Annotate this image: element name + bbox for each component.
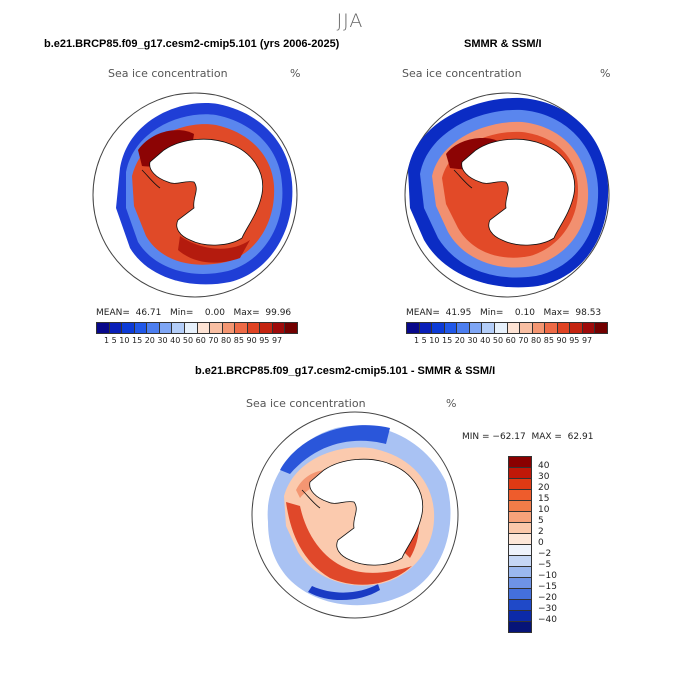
colorbar-swatch [509, 457, 531, 468]
left-map [92, 92, 298, 298]
left-panel-title: b.e21.BRCP85.f09_g17.cesm2-cmip5.101 (yr… [44, 38, 340, 50]
colorbar-tick-label: 30 [538, 472, 550, 482]
colorbar-swatch [109, 323, 123, 333]
colorbar-swatch [457, 323, 470, 333]
colorbar-tick-label: −5 [538, 560, 552, 570]
left-colorbar [96, 322, 298, 334]
colorbar-swatch [509, 545, 531, 556]
left-stats: MEAN= 46.71 Min= 0.00 Max= 99.96 [96, 308, 292, 318]
bottom-unit-label: % [446, 397, 457, 410]
colorbar-swatch [197, 323, 211, 333]
colorbar-swatch [509, 578, 531, 589]
right-variable-label: Sea ice concentration [402, 67, 522, 80]
colorbar-tick-label: 5 [538, 516, 544, 526]
colorbar-swatch [134, 323, 148, 333]
colorbar-tick-label: 15 [538, 494, 550, 504]
colorbar-swatch [210, 323, 223, 333]
colorbar-swatch [595, 323, 607, 333]
bottom-minmax: MIN = −62.17 MAX = 62.91 [462, 432, 594, 442]
colorbar-swatch [122, 323, 135, 333]
colorbar-swatch [509, 468, 531, 479]
colorbar-swatch [222, 323, 236, 333]
colorbar-swatch [520, 323, 533, 333]
colorbar-swatch [509, 512, 531, 523]
colorbar-swatch [444, 323, 458, 333]
colorbar-swatch [507, 323, 521, 333]
colorbar-tick-label: 20 [538, 483, 550, 493]
colorbar-swatch [407, 323, 420, 333]
difference-map [251, 411, 459, 619]
colorbar-swatch [509, 501, 531, 512]
colorbar-tick-label: −10 [538, 571, 557, 581]
colorbar-swatch [260, 323, 273, 333]
colorbar-swatch [184, 323, 198, 333]
colorbar-tick-label: −2 [538, 549, 552, 559]
difference-colorbar-labels: 40 30 20 15 10 5 2 0 −2 −5 −10 −15 −20 −30 −40 [538, 461, 557, 626]
colorbar-swatch [494, 323, 508, 333]
colorbar-swatch [509, 534, 531, 545]
colorbar-swatch [509, 622, 531, 632]
colorbar-tick-label: 0 [538, 538, 544, 548]
colorbar-swatch [509, 589, 531, 600]
right-colorbar [406, 322, 608, 334]
colorbar-swatch [509, 611, 531, 622]
colorbar-swatch [582, 323, 596, 333]
colorbar-swatch [557, 323, 571, 333]
colorbar-swatch [509, 490, 531, 501]
colorbar-swatch [432, 323, 445, 333]
colorbar-swatch [235, 323, 248, 333]
colorbar-tick-label: 2 [538, 527, 544, 537]
colorbar-swatch [509, 567, 531, 578]
colorbar-swatch [570, 323, 583, 333]
colorbar-swatch [545, 323, 558, 333]
left-variable-label: Sea ice concentration [108, 67, 228, 80]
colorbar-swatch [272, 323, 286, 333]
colorbar-tick-label: −20 [538, 593, 557, 603]
left-colorbar-ticks: 1 5 10 15 20 30 40 50 60 70 80 85 90 95 … [104, 336, 283, 345]
colorbar-tick-label: 10 [538, 505, 550, 515]
colorbar-swatch [509, 479, 531, 490]
colorbar-swatch [247, 323, 261, 333]
colorbar-swatch [419, 323, 433, 333]
right-stats: MEAN= 41.95 Min= 0.10 Max= 98.53 [406, 308, 602, 318]
colorbar-swatch [469, 323, 483, 333]
colorbar-tick-label: −40 [538, 615, 557, 625]
right-unit-label: % [600, 67, 611, 80]
colorbar-swatch [172, 323, 185, 333]
colorbar-tick-label: 40 [538, 461, 550, 471]
colorbar-swatch [509, 556, 531, 567]
bottom-panel-title: b.e21.BRCP85.f09_g17.cesm2-cmip5.101 - S… [195, 365, 496, 377]
right-panel-title: SMMR & SSM/I [464, 38, 542, 50]
colorbar-swatch [285, 323, 297, 333]
colorbar-swatch [147, 323, 160, 333]
colorbar-swatch [97, 323, 110, 333]
season-title: JJA [336, 10, 364, 32]
colorbar-swatch [509, 523, 531, 534]
left-unit-label: % [290, 67, 301, 80]
bottom-variable-label: Sea ice concentration [246, 397, 366, 410]
colorbar-swatch [159, 323, 173, 333]
colorbar-swatch [532, 323, 546, 333]
colorbar-tick-label: −15 [538, 582, 557, 592]
right-colorbar-ticks: 1 5 10 15 20 30 40 50 60 70 80 85 90 95 … [414, 336, 593, 345]
right-map [404, 92, 610, 298]
difference-colorbar [508, 456, 532, 633]
colorbar-tick-label: −30 [538, 604, 557, 614]
colorbar-swatch [482, 323, 495, 333]
colorbar-swatch [509, 600, 531, 611]
